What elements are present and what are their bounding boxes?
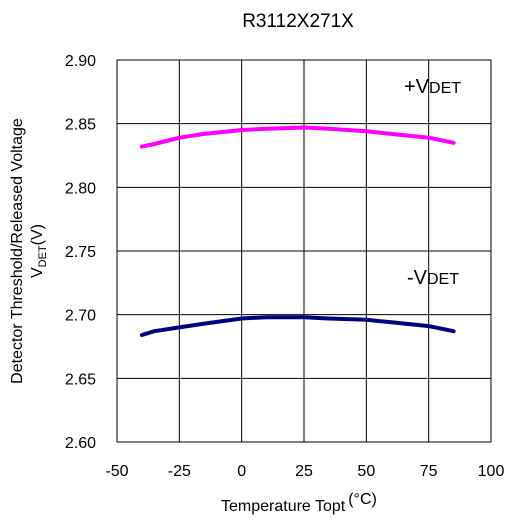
x-tick-label: 50 bbox=[357, 463, 375, 480]
y-axis-unit-label: VDET(V) bbox=[29, 224, 49, 278]
y-tick-labels: 2.60 2.65 2.70 2.75 2.80 2.85 2.90 bbox=[65, 53, 96, 452]
x-tick-labels: -50 -25 0 25 50 75 100 bbox=[105, 463, 504, 480]
y-tick-label: 2.85 bbox=[65, 117, 96, 134]
grid-lines bbox=[117, 60, 491, 442]
x-tick-label: -50 bbox=[105, 463, 128, 480]
x-tick-label: 75 bbox=[420, 463, 438, 480]
chart-title: R3112X271X bbox=[242, 11, 354, 32]
y-tick-label: 2.65 bbox=[65, 371, 96, 388]
series-lines bbox=[139, 125, 456, 337]
series-label-vdet-minus: -VDET bbox=[407, 267, 459, 289]
y-tick-label: 2.75 bbox=[65, 244, 96, 261]
x-axis-label: Temperature Topt (°C) bbox=[221, 491, 377, 515]
y-tick-label: 2.60 bbox=[65, 435, 96, 452]
y-tick-label: 2.90 bbox=[65, 53, 96, 70]
x-tick-label: 25 bbox=[295, 463, 313, 480]
series-label-vdet-plus: +VDET bbox=[404, 76, 461, 98]
y-tick-label: 2.80 bbox=[65, 180, 96, 197]
y-tick-label: 2.70 bbox=[65, 308, 96, 325]
x-tick-label: -25 bbox=[168, 463, 191, 480]
y-axis-label: Detector Threshold/Released Voltage bbox=[9, 118, 26, 384]
x-tick-label: 0 bbox=[237, 463, 246, 480]
series-line-vdet-plus bbox=[139, 125, 456, 149]
series-line-vdet-minus bbox=[139, 315, 456, 337]
x-tick-label: 100 bbox=[478, 463, 505, 480]
